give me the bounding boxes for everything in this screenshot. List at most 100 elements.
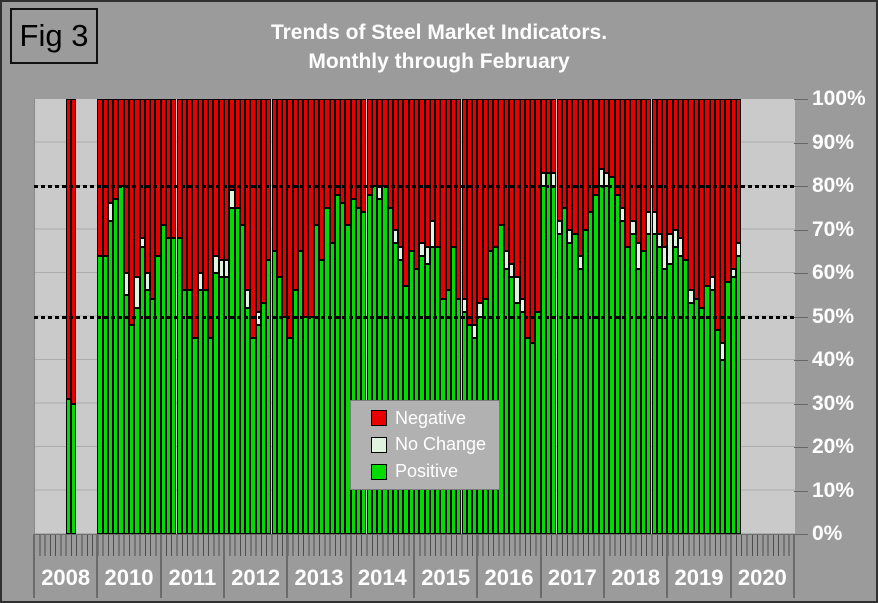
segment-positive [313, 225, 319, 534]
segment-no-change [398, 246, 404, 260]
segment-negative [556, 99, 562, 221]
segment-negative [630, 99, 636, 221]
bar-2020-m1 [730, 99, 736, 534]
bar-2015-m3 [424, 99, 430, 534]
segment-negative [408, 99, 414, 252]
segment-positive [667, 264, 673, 534]
y-label-70: 70% [812, 217, 855, 241]
segment-negative [102, 99, 108, 256]
segment-negative [65, 99, 71, 400]
segment-no-change [509, 264, 515, 278]
bar-2016-m12 [535, 99, 541, 534]
segment-no-change [514, 277, 520, 304]
segment-no-change [107, 203, 114, 221]
segment-positive [139, 246, 145, 534]
segment-negative [403, 99, 409, 287]
year-separator [33, 534, 35, 598]
segment-negative [160, 99, 166, 226]
legend-item-positive: Positive [371, 461, 499, 482]
segment-negative [414, 99, 420, 269]
segment-negative [355, 99, 362, 208]
y-label-10: 10% [812, 478, 855, 502]
segment-positive [387, 207, 393, 534]
segment-positive [662, 268, 668, 534]
segment-no-change [472, 325, 478, 339]
segment-negative [699, 99, 705, 308]
segment-negative [340, 99, 346, 204]
bar-2019-m5 [688, 99, 694, 534]
segment-positive [65, 399, 71, 534]
segment-negative [588, 99, 594, 213]
segment-negative [292, 99, 298, 291]
figure-number-label: Fig 3 [19, 18, 89, 53]
segment-positive [355, 207, 362, 534]
segment-negative [165, 99, 172, 239]
segment-negative [129, 99, 135, 326]
segment-negative [482, 99, 488, 300]
legend-item-negative: Negative [371, 408, 499, 429]
segment-positive [187, 290, 193, 534]
segment-positive [704, 286, 710, 534]
segment-no-change [577, 255, 583, 269]
segment-positive [134, 307, 140, 534]
bar-2018-m5 [625, 99, 631, 534]
segment-positive [535, 312, 541, 534]
segment-positive [123, 294, 129, 534]
bar-2010-m2 [102, 99, 108, 534]
segment-negative [192, 99, 198, 339]
segment-negative [150, 99, 156, 300]
bar-2010-m4 [113, 99, 119, 534]
bar-2012-m11 [276, 99, 283, 534]
segment-positive [260, 303, 267, 534]
bar-2015-m4 [429, 99, 436, 534]
segment-negative [276, 99, 283, 278]
y-tick-40 [794, 360, 808, 361]
segment-positive [324, 207, 330, 534]
legend-label-negative: Negative [395, 407, 467, 428]
segment-positive [709, 290, 715, 534]
year-label-2008: 2008 [41, 565, 91, 590]
segment-negative [208, 99, 214, 339]
bar-2008-m7 [65, 99, 71, 534]
bar-2016-m4 [493, 99, 499, 534]
segment-no-change [419, 242, 425, 256]
bar-2015-m2 [419, 99, 425, 534]
segment-positive [545, 172, 552, 534]
bar-2016-m3 [487, 99, 494, 534]
segment-no-change [667, 233, 673, 265]
segment-positive [197, 290, 203, 534]
segment-negative [250, 99, 256, 339]
dotted-line-80pct [34, 185, 794, 188]
bar-2017-m2 [545, 99, 552, 534]
bar-2014-m10 [398, 99, 404, 534]
bar-2019-m7 [699, 99, 705, 534]
segment-no-change [218, 259, 224, 278]
segment-no-change [656, 233, 663, 247]
bar-2014-m1 [350, 99, 356, 534]
segment-positive [487, 251, 494, 534]
segment-positive [683, 259, 689, 534]
figure-number-box: Fig 3 [10, 8, 98, 64]
segment-negative [677, 99, 684, 239]
segment-negative [461, 99, 467, 300]
bar-2010-m7 [129, 99, 135, 534]
segment-negative [730, 99, 736, 269]
bar-2019-m2 [672, 99, 678, 534]
segment-negative [450, 99, 457, 247]
bar-2012-m10 [271, 99, 277, 534]
y-label-30: 30% [812, 391, 855, 415]
bar-2018-m11 [656, 99, 663, 534]
bar-2011-m10 [208, 99, 214, 534]
segment-no-change [134, 277, 140, 308]
bar-2018-m6 [630, 99, 636, 534]
segment-negative [735, 99, 742, 243]
segment-negative [487, 99, 494, 252]
segment-negative [635, 99, 641, 243]
segment-negative [97, 99, 103, 256]
segment-no-change [144, 273, 151, 291]
bar-2014-m8 [387, 99, 393, 534]
segment-positive [498, 225, 504, 534]
segment-negative [134, 99, 140, 278]
bar-2012-m5 [245, 99, 251, 534]
segment-positive [398, 259, 404, 534]
